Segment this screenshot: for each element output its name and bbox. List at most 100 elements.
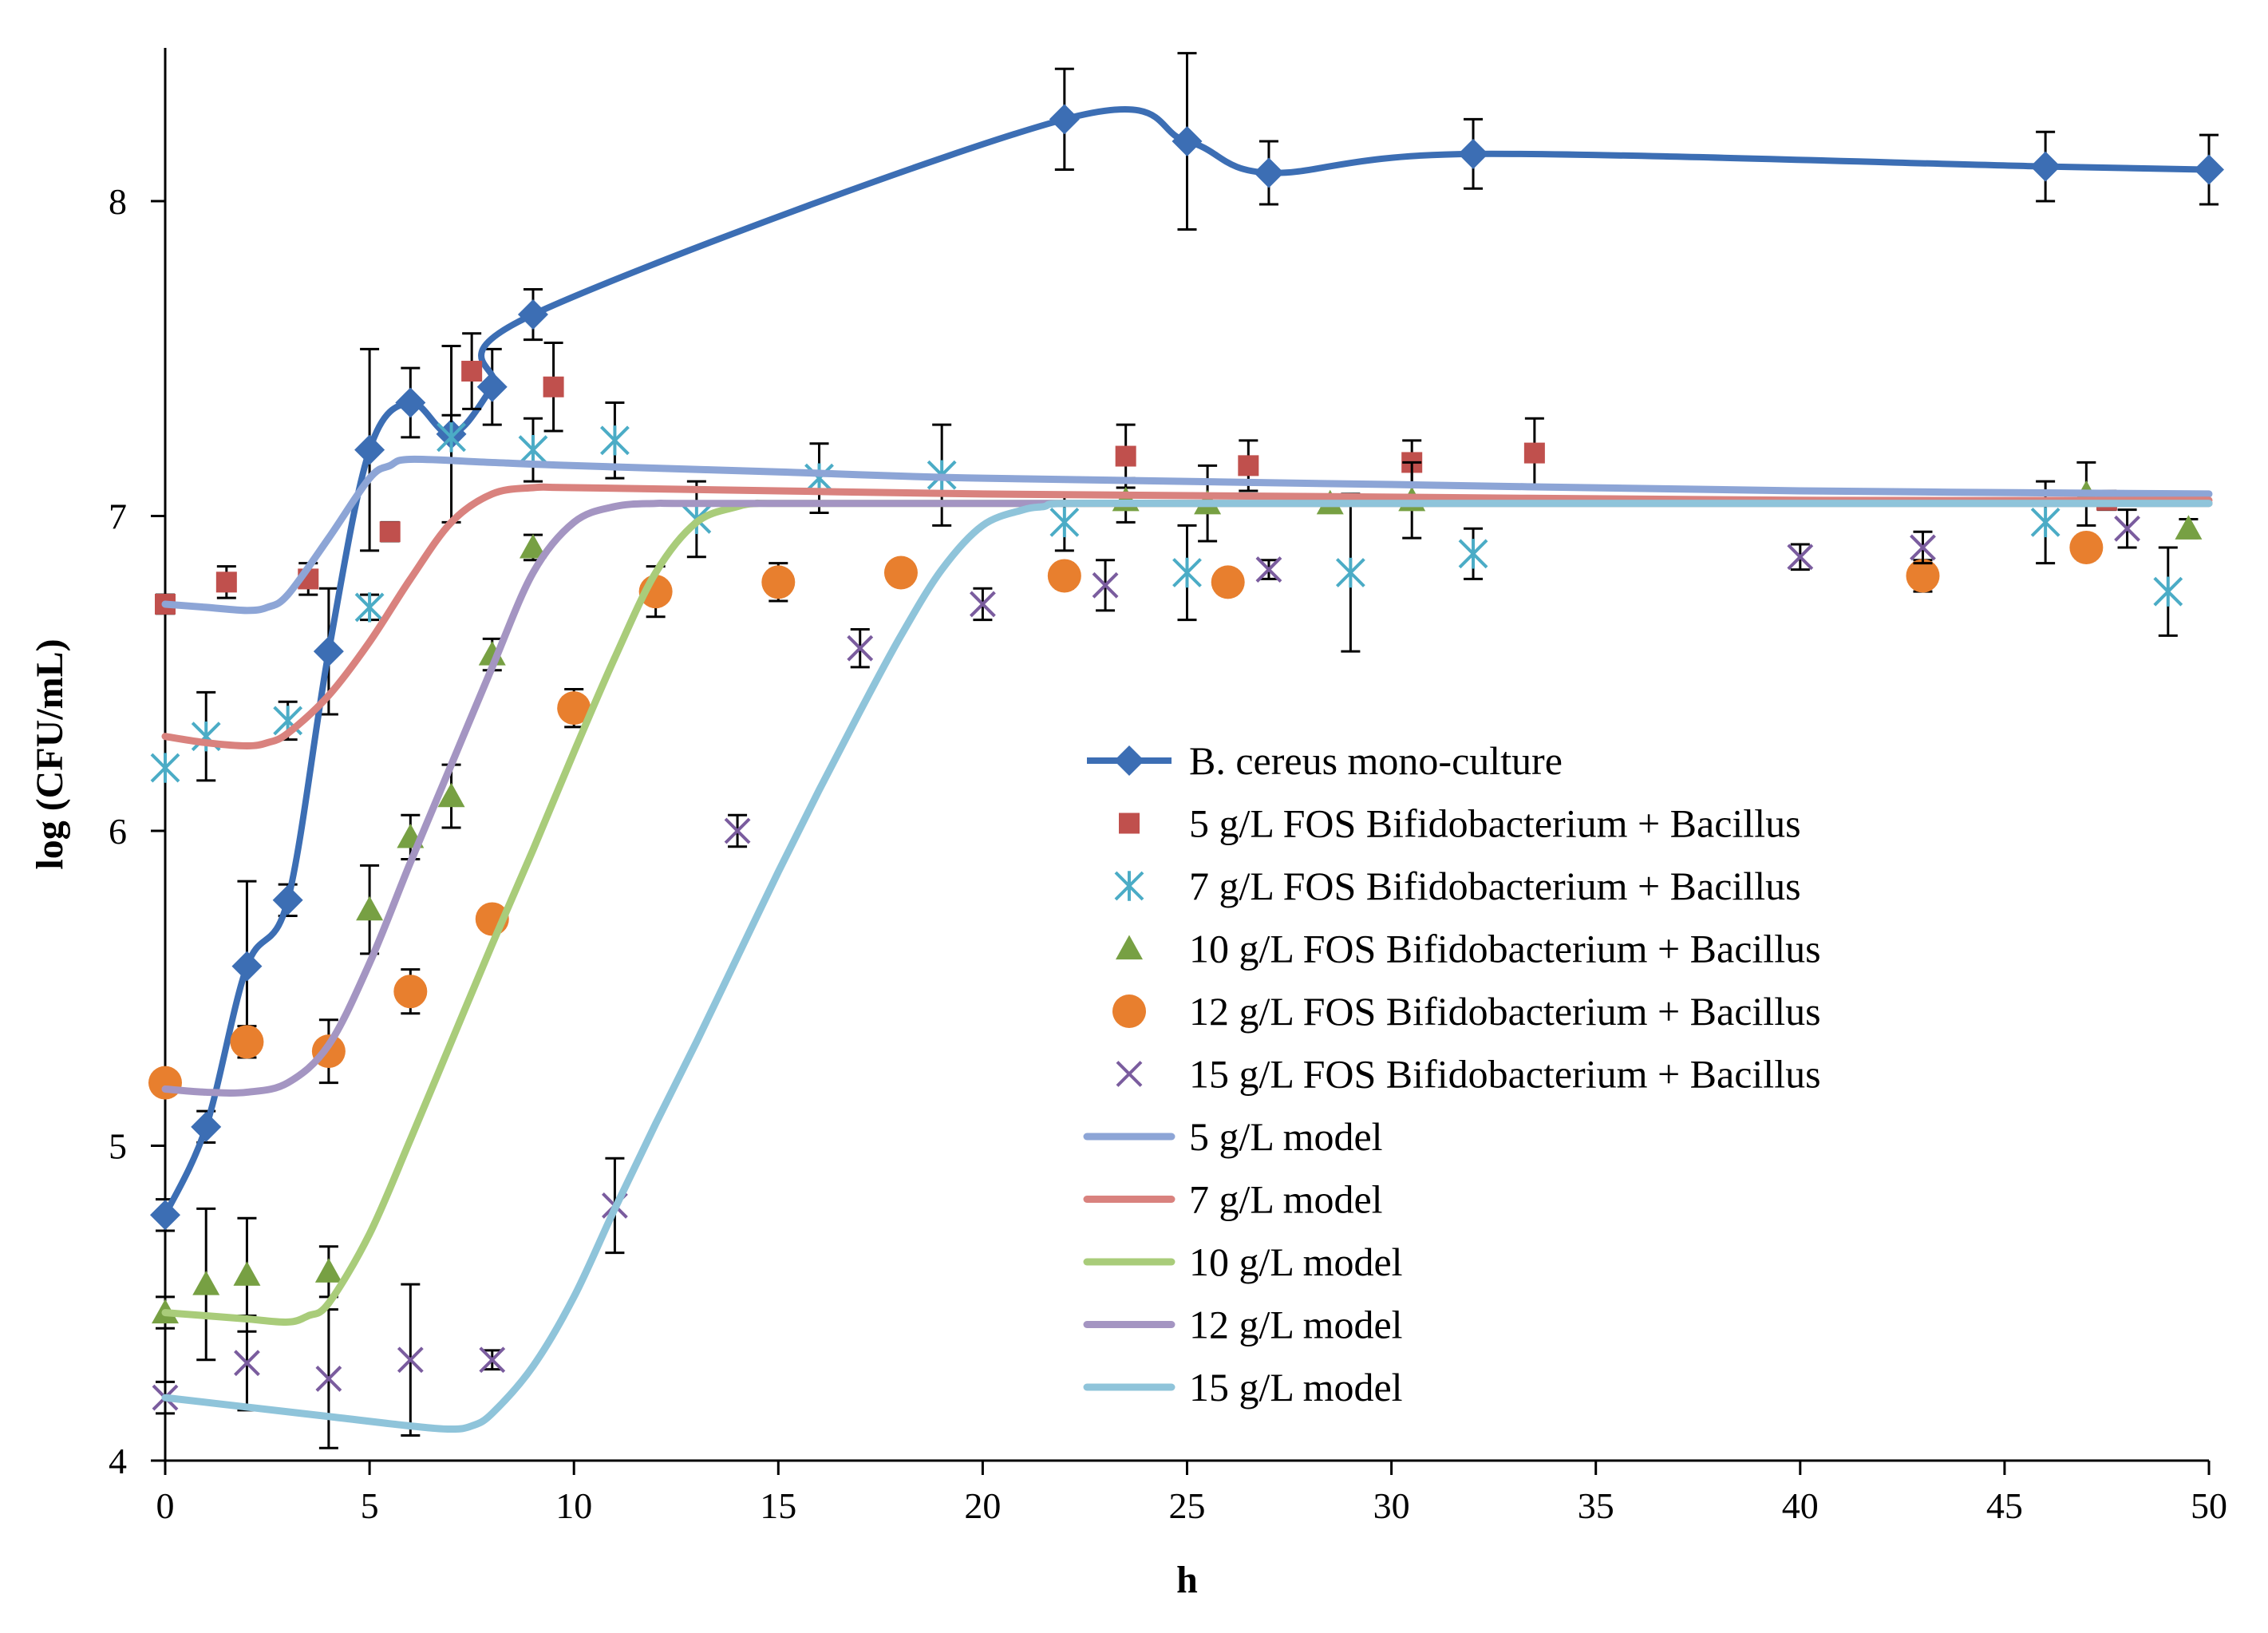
legend-item: 10 g/L model	[1083, 1240, 1403, 1284]
data-point	[1910, 534, 1936, 561]
legend-label: 5 g/L FOS Bifidobacterium + Bacillus	[1189, 801, 1801, 846]
legend-item: 7 g/L model	[1083, 1177, 1383, 1222]
y-tick-label: 4	[109, 1441, 127, 1481]
data-point	[272, 884, 303, 915]
legend-label: 15 g/L model	[1189, 1365, 1403, 1410]
data-point	[437, 782, 465, 808]
data-point	[1115, 445, 1136, 467]
data-point	[761, 565, 796, 599]
data-point	[557, 691, 591, 726]
series-7-g-l-fos-bifidobacterium-bacillus	[150, 401, 2183, 783]
legend-swatch-marker	[1116, 1061, 1143, 1087]
x-tick-label: 5	[361, 1485, 379, 1526]
data-point	[476, 371, 508, 402]
data-point	[234, 1350, 260, 1377]
x-tick-label: 40	[1782, 1485, 1819, 1526]
legend-label: 12 g/L model	[1189, 1303, 1403, 1347]
data-point	[2114, 515, 2140, 542]
legend-label: 12 g/L FOS Bifidobacterium + Bacillus	[1189, 989, 1821, 1034]
data-point	[1092, 571, 1119, 599]
x-tick-label: 45	[1986, 1485, 2023, 1526]
data-point	[231, 951, 263, 982]
y-tick-label: 5	[109, 1126, 127, 1167]
data-point	[1049, 104, 1080, 135]
model-line	[161, 483, 2213, 749]
series-15-g-l-fos-bifidobacterium-bacillus	[152, 508, 2140, 1449]
data-point	[1049, 507, 1080, 538]
series-12-g-l-fos-bifidobacterium-bacillus	[148, 530, 2104, 1100]
legend: B. cereus mono-culture 5 g/L FOS Bifidoba…	[1083, 738, 1821, 1410]
y-tick-label: 7	[109, 496, 127, 537]
series-line	[162, 105, 2210, 1216]
legend-label: 5 g/L model	[1189, 1114, 1383, 1159]
data-point	[1112, 486, 1140, 512]
series-7-g-l-model	[161, 483, 2213, 749]
data-point	[518, 434, 548, 465]
x-axis-title: h	[1176, 1559, 1198, 1601]
legend-label: 7 g/L FOS Bifidobacterium + Bacillus	[1189, 864, 1801, 908]
x-tick-label: 15	[760, 1485, 796, 1526]
data-point	[1172, 126, 1203, 157]
legend-swatch-marker	[1114, 745, 1144, 776]
data-point	[1253, 157, 1284, 188]
x-tick-label: 0	[156, 1485, 175, 1526]
legend-item: 5 g/L model	[1083, 1114, 1383, 1159]
data-point	[1458, 539, 1488, 569]
data-point	[2194, 154, 2224, 185]
data-point	[883, 556, 918, 590]
legend-item: 12 g/L FOS Bifidobacterium + Bacillus	[1112, 989, 1821, 1034]
data-point	[517, 299, 548, 330]
data-point	[230, 1025, 264, 1059]
data-point	[461, 361, 483, 382]
legend-item: 15 g/L FOS Bifidobacterium + Bacillus	[1116, 1052, 1821, 1097]
data-point	[313, 636, 344, 667]
series-5-g-l-model	[161, 455, 2213, 615]
data-point	[1458, 138, 1489, 169]
x-tick-label: 10	[555, 1485, 592, 1526]
data-point	[192, 1271, 220, 1295]
series-layer	[148, 52, 2224, 1449]
data-point	[1787, 544, 1814, 571]
series-5-g-l-fos-bifidobacterium-bacillus	[155, 332, 2117, 615]
legend-label: B. cereus mono-culture	[1189, 738, 1563, 783]
data-point	[600, 425, 630, 456]
data-point	[395, 387, 426, 418]
series-10-g-l-model	[161, 499, 2213, 1326]
data-point	[215, 571, 237, 593]
data-point	[724, 817, 751, 844]
data-point	[437, 422, 466, 453]
x-tick-label: 50	[2191, 1485, 2227, 1526]
legend-swatch-marker	[1114, 871, 1144, 901]
legend-swatch-marker	[1112, 994, 1146, 1028]
data-point	[354, 592, 385, 623]
data-point	[150, 1200, 180, 1231]
x-tick-label: 25	[1169, 1485, 1206, 1526]
legend-item: 5 g/L FOS Bifidobacterium + Bacillus	[1119, 801, 1801, 846]
data-point	[233, 1261, 261, 1286]
data-point	[356, 896, 384, 921]
y-tick-label: 6	[109, 811, 127, 852]
data-point	[2030, 507, 2061, 538]
series-b-cereus-mono-culture	[150, 52, 2224, 1232]
data-point	[379, 521, 401, 543]
data-point	[315, 1366, 342, 1392]
data-point	[2175, 515, 2203, 540]
data-point	[148, 1066, 182, 1100]
data-point	[1047, 559, 1081, 593]
y-tick-label: 8	[109, 181, 127, 222]
data-point	[2153, 576, 2183, 607]
series-10-g-l-fos-bifidobacterium-bacillus	[152, 461, 2203, 1362]
data-point	[1906, 559, 1940, 593]
data-point	[393, 975, 428, 1009]
model-line	[161, 499, 2213, 1433]
data-point	[1172, 557, 1202, 588]
legend-swatch-marker	[1119, 813, 1140, 834]
y-axis-title: log (CFU/mL)	[29, 639, 71, 869]
legend-label: 10 g/L FOS Bifidobacterium + Bacillus	[1189, 927, 1821, 971]
data-point	[314, 1258, 342, 1283]
data-point	[1335, 557, 1365, 588]
data-point	[479, 1346, 506, 1374]
data-point	[1211, 565, 1245, 599]
